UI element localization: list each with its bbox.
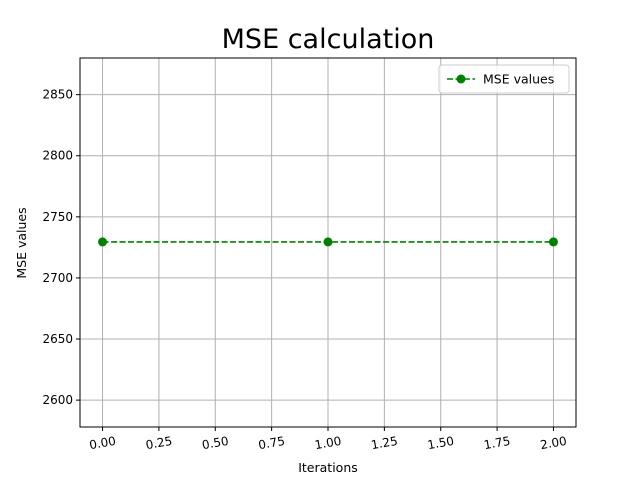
legend: MSE values	[438, 64, 570, 94]
axes: 0.00 0.25 0.50 0.75 1.00 1.25 1.50 1.75 2.00 2600…	[42, 88, 567, 453]
x-tick-label: 1.50	[426, 434, 455, 452]
x-tick-label: 1.75	[483, 434, 512, 452]
x-tick-label: 0.75	[257, 434, 286, 452]
data-point	[98, 237, 108, 247]
plot-area	[98, 237, 558, 247]
y-tick-label: 2650	[42, 332, 73, 346]
data-point	[548, 237, 558, 247]
y-axis-label: MSE values	[14, 207, 29, 278]
chart-title: MSE calculation	[222, 24, 435, 55]
y-tick-label: 2700	[42, 271, 73, 285]
data-point	[323, 237, 333, 247]
legend-label: MSE values	[483, 72, 554, 87]
x-tick-label: 1.00	[314, 434, 343, 452]
x-tick-label: 1.25	[370, 434, 399, 452]
x-tick-label: 0.00	[88, 434, 117, 452]
y-tick-label: 2600	[42, 393, 73, 407]
x-tick-label: 0.25	[145, 434, 174, 452]
y-tick-label: 2750	[42, 210, 73, 224]
legend-box	[438, 64, 570, 94]
grid	[80, 58, 576, 427]
legend-marker	[456, 74, 466, 84]
x-tick-label: 0.50	[201, 434, 230, 452]
x-tick-label: 2.00	[539, 434, 568, 452]
y-tick-label: 2850	[42, 88, 73, 102]
x-axis-label: Iterations	[298, 460, 358, 475]
y-tick-label: 2800	[42, 149, 73, 163]
